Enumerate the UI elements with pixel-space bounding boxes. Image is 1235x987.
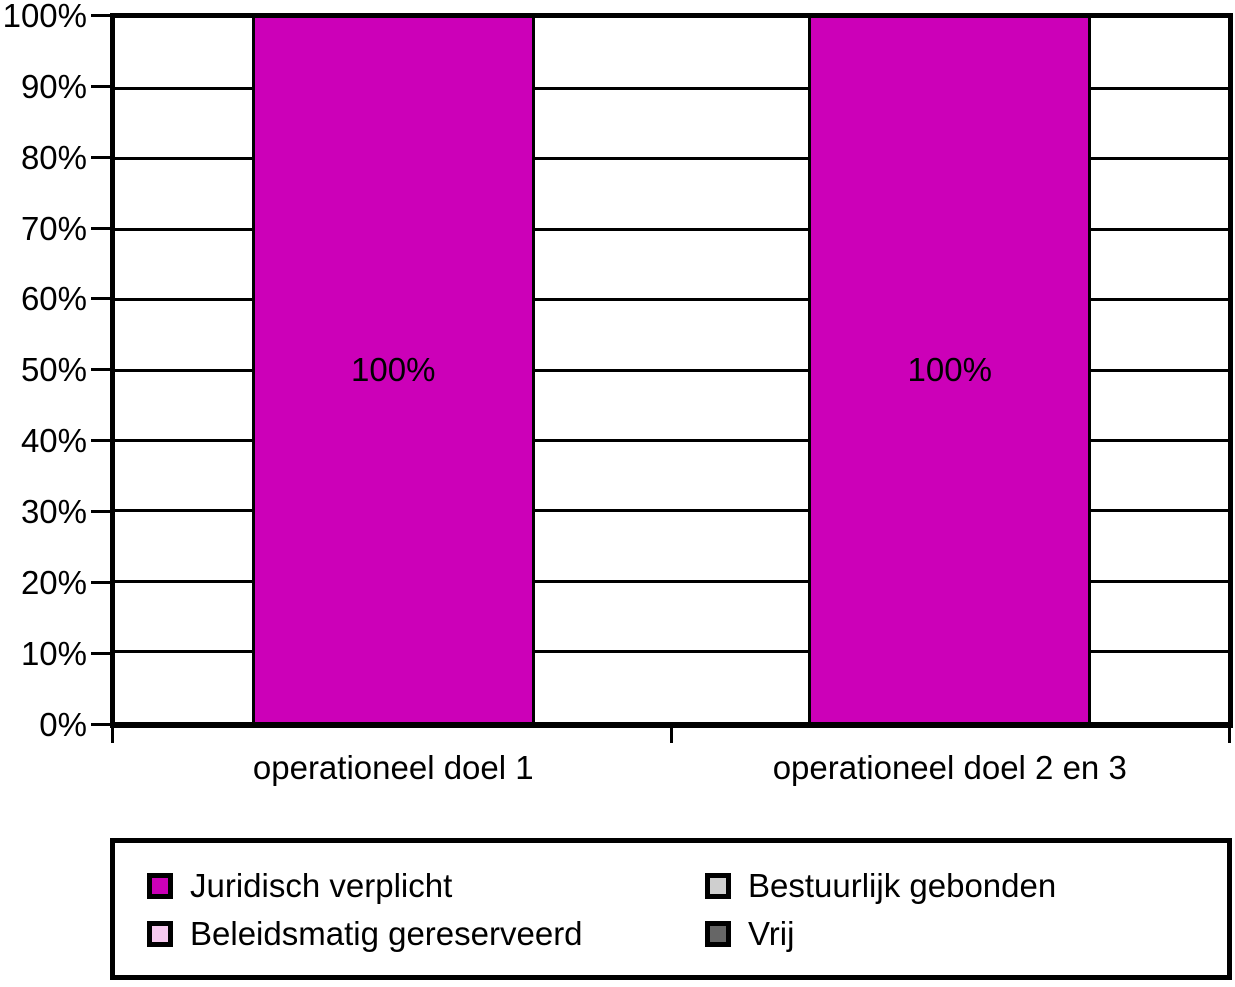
y-axis-tick-label: 100% xyxy=(2,0,87,34)
gridline xyxy=(115,86,1228,90)
bar-juridisch-verplicht[interactable]: 100% xyxy=(251,18,535,722)
legend-item: Juridisch verplicht xyxy=(147,862,705,910)
y-axis-tick-mark xyxy=(91,155,113,159)
bar-cell: 100% xyxy=(115,18,672,722)
y-axis-tick-label: 70% xyxy=(20,209,87,247)
y-axis-tick-mark xyxy=(91,14,113,17)
legend-swatch-icon xyxy=(705,873,731,899)
bar-juridisch-verplicht[interactable]: 100% xyxy=(808,18,1092,722)
y-axis-tick-label: 60% xyxy=(20,280,87,318)
legend-item-label: Juridisch verplicht xyxy=(190,867,453,904)
legend-swatch-icon xyxy=(147,921,173,947)
legend-item: Bestuurlijk gebonden xyxy=(705,862,1227,910)
y-axis-tick-mark xyxy=(91,722,113,726)
y-axis-tick-label: 0% xyxy=(39,705,87,743)
legend-item-label: Bestuurlijk gebonden xyxy=(748,867,1057,904)
x-axis-category-label: operationeel doel 1 xyxy=(252,749,534,786)
y-axis-tick-mark xyxy=(91,297,113,301)
legend-item: Beleidsmatig gereserveerd xyxy=(147,910,705,958)
y-axis-tick-label: 30% xyxy=(20,492,87,530)
y-axis-tick-label: 10% xyxy=(20,634,87,672)
legend-item-label: Beleidsmatig gereserveerd xyxy=(190,915,583,952)
y-axis-tick-label: 20% xyxy=(20,563,87,601)
y-axis-tick-mark xyxy=(91,226,113,230)
gridline xyxy=(115,298,1228,302)
y-axis-tick-label: 50% xyxy=(20,351,87,389)
gridline xyxy=(115,368,1228,372)
gridline xyxy=(115,157,1228,161)
gridline xyxy=(115,650,1228,654)
plot-area: 100% 100% xyxy=(110,13,1233,728)
bar-series: 100% 100% xyxy=(115,18,1228,722)
bar-value-label: 100% xyxy=(907,351,992,388)
y-axis-tick-label: 80% xyxy=(20,138,87,176)
x-axis-tick-mark xyxy=(111,728,114,743)
x-axis-tick-mark xyxy=(669,728,673,743)
gridline xyxy=(115,227,1228,231)
x-axis-category-label: operationeel doel 2 en 3 xyxy=(772,749,1127,786)
y-axis-tick-label: 40% xyxy=(20,422,87,460)
y-axis-tick-mark xyxy=(91,439,113,443)
y-axis-tick-mark xyxy=(91,368,113,372)
y-axis-tick-mark xyxy=(91,580,113,584)
gridline xyxy=(115,579,1228,583)
gridline xyxy=(115,438,1228,442)
y-axis-tick-label: 90% xyxy=(20,67,87,105)
legend-item-label: Vrij xyxy=(748,915,795,952)
x-axis-tick-mark xyxy=(1228,728,1231,743)
bar-cell: 100% xyxy=(672,18,1229,722)
y-axis-tick-mark xyxy=(91,84,113,88)
legend: Juridisch verplicht Bestuurlijk gebonden B… xyxy=(110,838,1232,980)
bar-value-label: 100% xyxy=(351,351,436,388)
y-axis-tick-mark xyxy=(91,509,113,513)
legend-item: Vrij xyxy=(705,910,1227,958)
legend-swatch-icon xyxy=(705,921,731,947)
y-axis-tick-mark xyxy=(91,651,113,655)
legend-swatch-icon xyxy=(147,873,173,899)
gridline xyxy=(115,509,1228,513)
